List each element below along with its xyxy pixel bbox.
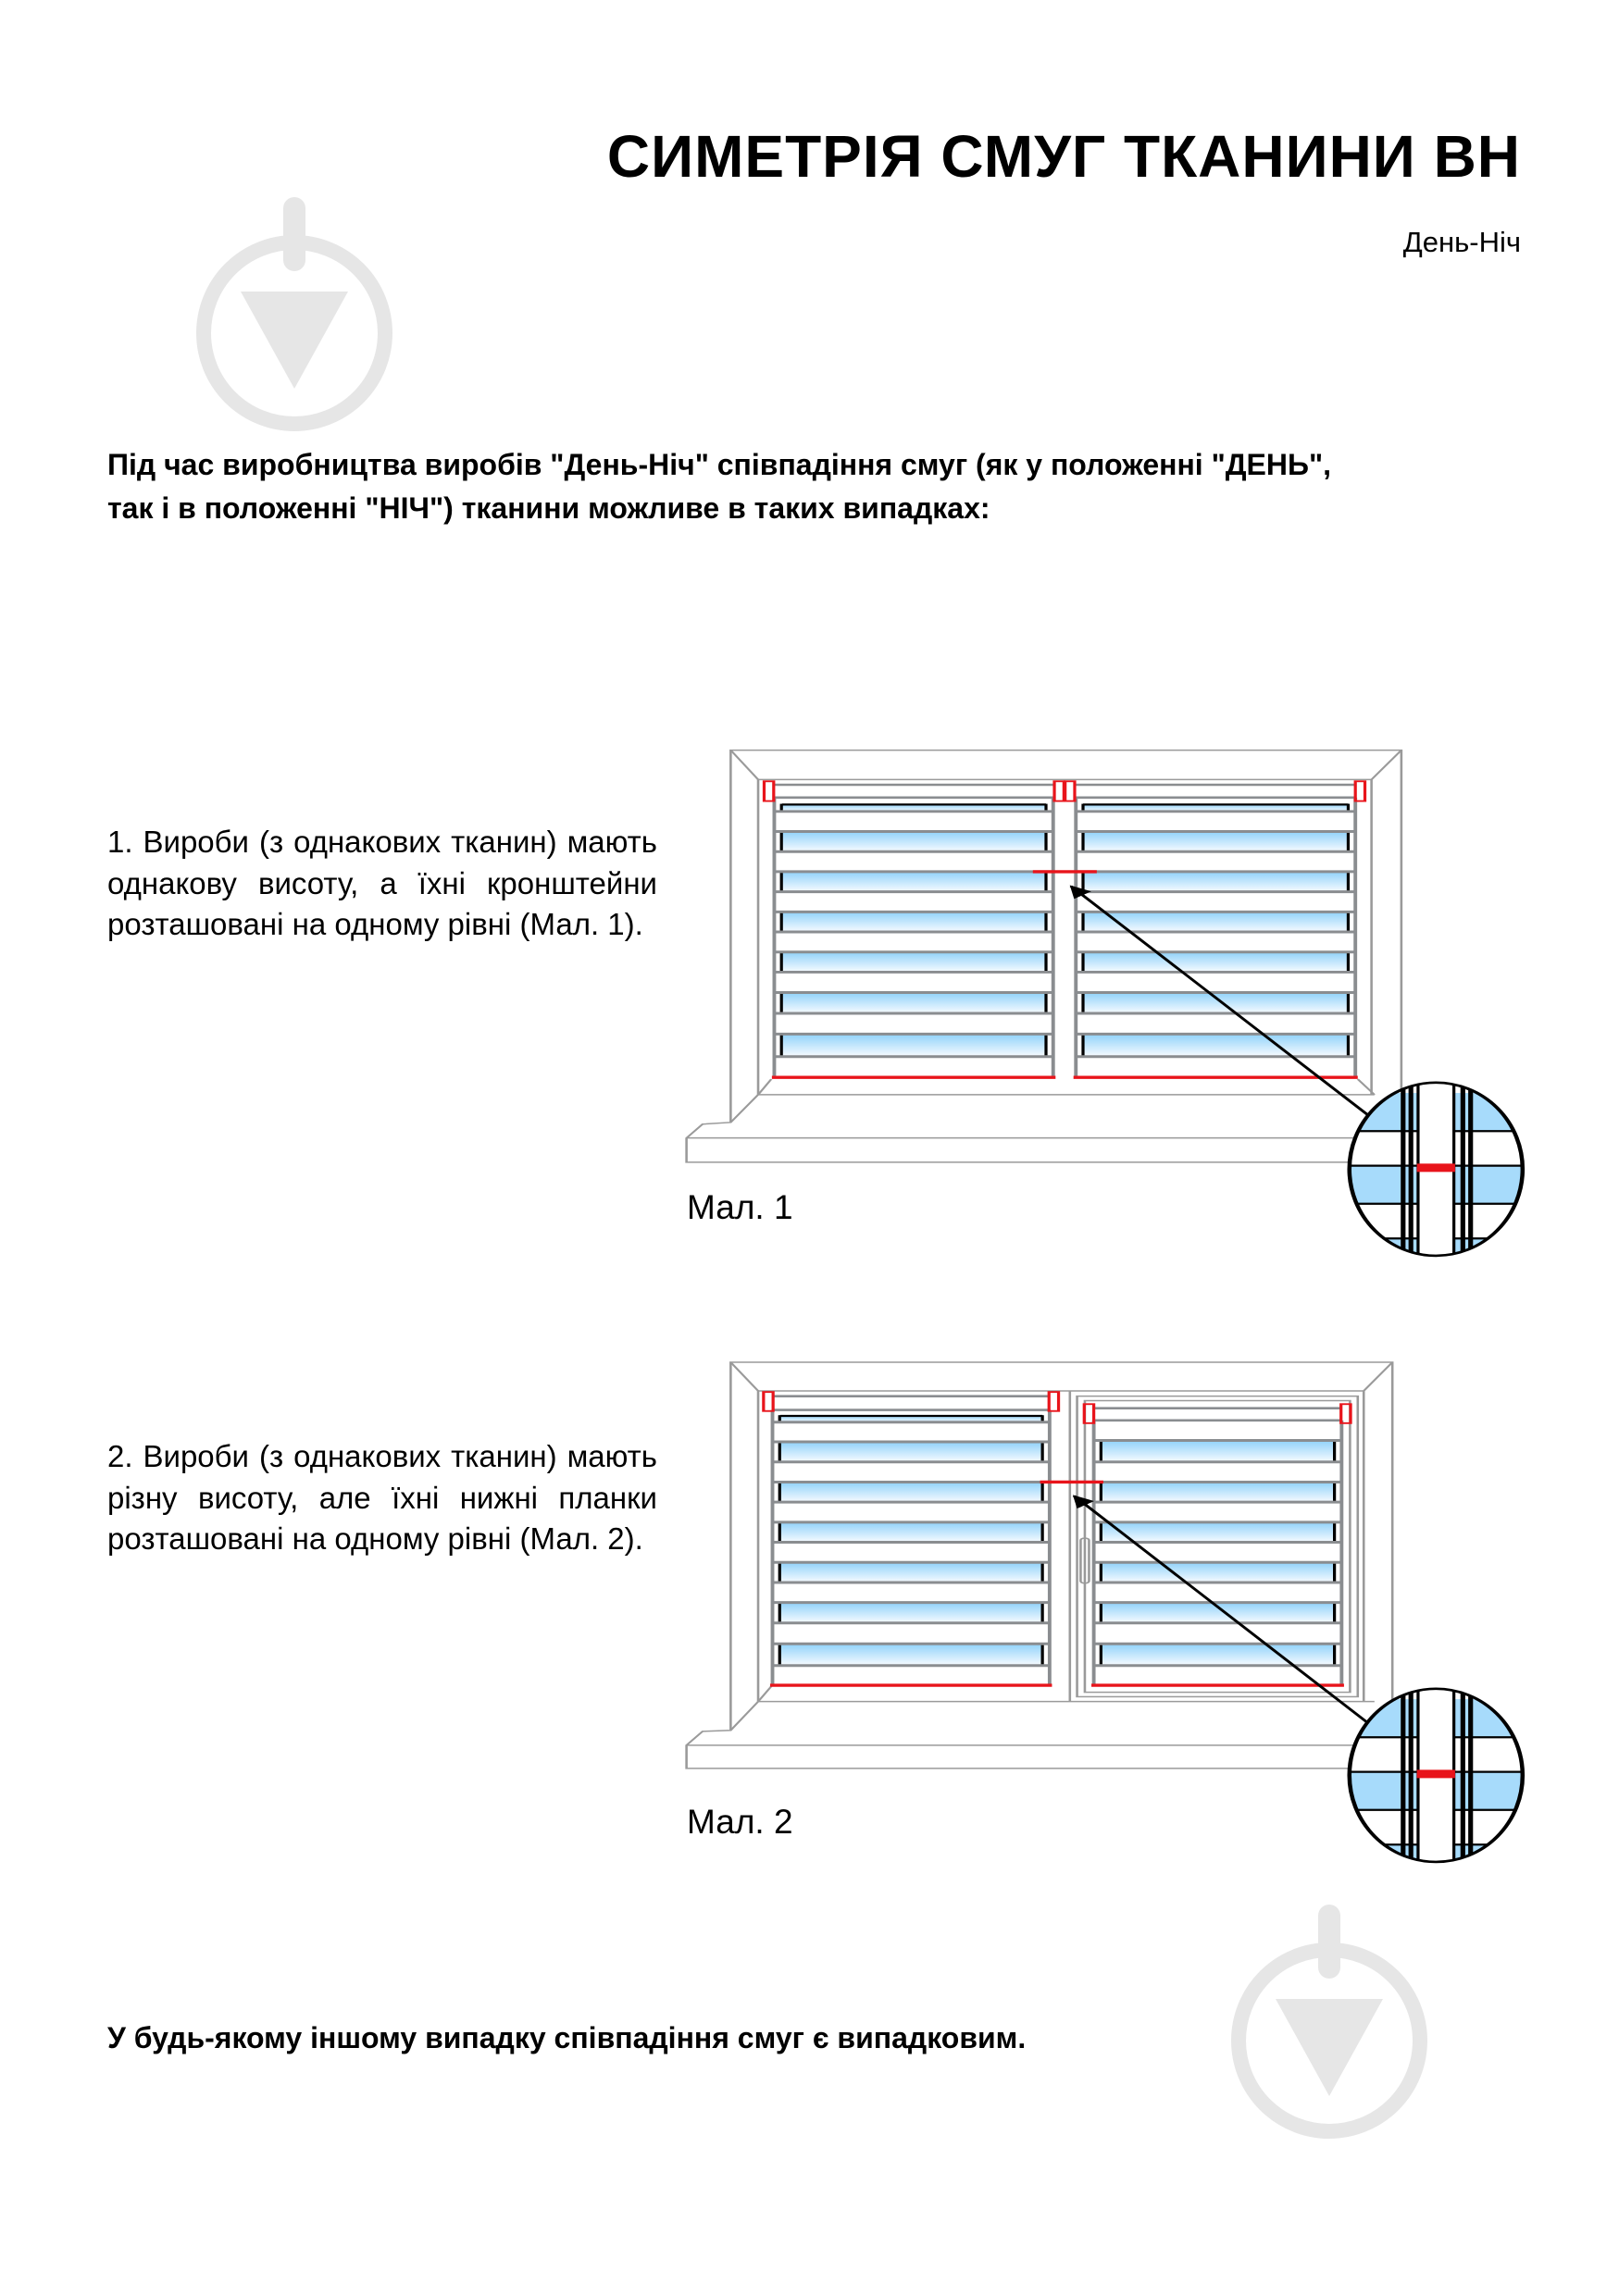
fabric-band-sheer xyxy=(1081,1034,1350,1057)
fabric-band-sheer xyxy=(778,1521,1044,1543)
alignment-mark xyxy=(1416,1769,1455,1779)
fabric-band-sheer xyxy=(1100,1562,1336,1582)
fabric-band-sheer xyxy=(1100,1521,1336,1543)
fabric-band-sheer xyxy=(778,1415,1044,1422)
bracket xyxy=(762,1391,775,1412)
bracket xyxy=(762,780,776,802)
fabric-band-sheer xyxy=(779,871,1048,892)
fabric-band-sheer xyxy=(1100,1602,1336,1623)
fabric-band-sheer xyxy=(779,803,1048,812)
bracket xyxy=(1064,780,1077,802)
case-1-text: 1. Вироби (з однакових тканин) мають одн… xyxy=(107,825,657,941)
window-handle xyxy=(1079,1537,1090,1584)
fabric-band-sheer xyxy=(1081,912,1350,933)
zoom-detail-icon xyxy=(1347,1081,1526,1258)
fabric-band-sheer xyxy=(778,1482,1044,1503)
window-frame xyxy=(729,749,1403,1123)
page-title: СИМЕТРІЯ СМУГ ТКАНИНИ ВН xyxy=(606,123,1521,190)
window-reveal xyxy=(756,1390,1365,1702)
fabric-band-sheer xyxy=(1100,1644,1336,1666)
intro-line-2: так і в положенні "НІЧ") тканини можливе… xyxy=(107,491,990,525)
fabric-band-sheer xyxy=(778,1602,1044,1623)
reveal-corner xyxy=(756,1685,773,1703)
window-frame xyxy=(729,1361,1394,1731)
bracket xyxy=(1339,1403,1352,1424)
fabric-band-sheer xyxy=(1100,1482,1336,1503)
fabric-band-sheer xyxy=(778,1442,1044,1462)
arrow-icon xyxy=(1072,1495,1370,1724)
figure-2-window xyxy=(685,1361,1526,1864)
figure-2-caption: Мал. 2 xyxy=(687,1803,793,1841)
frame-corner xyxy=(729,1361,760,1392)
fabric-band-sheer xyxy=(1081,992,1350,1013)
figure-1-caption: Мал. 1 xyxy=(687,1188,793,1226)
watermark-download-icon xyxy=(196,197,392,431)
reveal-corner xyxy=(1356,1078,1376,1096)
bracket xyxy=(1082,1403,1096,1424)
alignment-mark xyxy=(1416,1163,1455,1173)
fabric-band-sheer xyxy=(1081,831,1350,852)
sash-frame xyxy=(1076,1395,1360,1698)
frame-corner xyxy=(1363,1361,1394,1392)
intro-line-1: Під час виробництва виробів "День-Ніч" с… xyxy=(107,448,1332,481)
page-subtitle: День-Ніч xyxy=(1402,226,1521,258)
window-reveal xyxy=(756,778,1373,1095)
bracket xyxy=(1052,780,1065,802)
fabric-band-sheer xyxy=(779,912,1048,933)
zoom-detail xyxy=(1349,1082,1523,1256)
fabric-band-sheer xyxy=(779,992,1048,1013)
frame-corner xyxy=(729,750,760,780)
sash-inner xyxy=(1083,1399,1351,1694)
case-2-text: 2. Вироби (з однакових тканин) мають різ… xyxy=(107,1439,657,1556)
fabric-band-sheer xyxy=(778,1644,1044,1666)
zoom-detail xyxy=(1349,1688,1523,1862)
fabric-band-sheer xyxy=(779,951,1048,973)
fabric-band-sheer xyxy=(779,831,1048,852)
reveal-corner xyxy=(756,1078,773,1096)
arrow-icon xyxy=(1069,885,1370,1117)
bracket xyxy=(1353,780,1367,802)
figure-1-window xyxy=(685,749,1526,1258)
window-sill xyxy=(685,1701,1357,1769)
watermark-download-icon xyxy=(1231,1905,1427,2139)
fabric-band-sheer xyxy=(1081,951,1350,973)
fabric-band-sheer xyxy=(1100,1440,1336,1462)
fabric-band-sheer xyxy=(1081,871,1350,892)
fabric-band-sheer xyxy=(779,1034,1048,1057)
bracket xyxy=(1047,1391,1061,1412)
fabric-band-sheer xyxy=(1081,803,1350,812)
zoom-detail-icon xyxy=(1347,1687,1526,1864)
footer-note: У будь-якому іншому випадку співпадіння … xyxy=(107,2021,1027,2054)
fabric-band-sheer xyxy=(778,1562,1044,1582)
frame-corner xyxy=(1370,750,1402,780)
window-sill xyxy=(685,1094,1357,1163)
